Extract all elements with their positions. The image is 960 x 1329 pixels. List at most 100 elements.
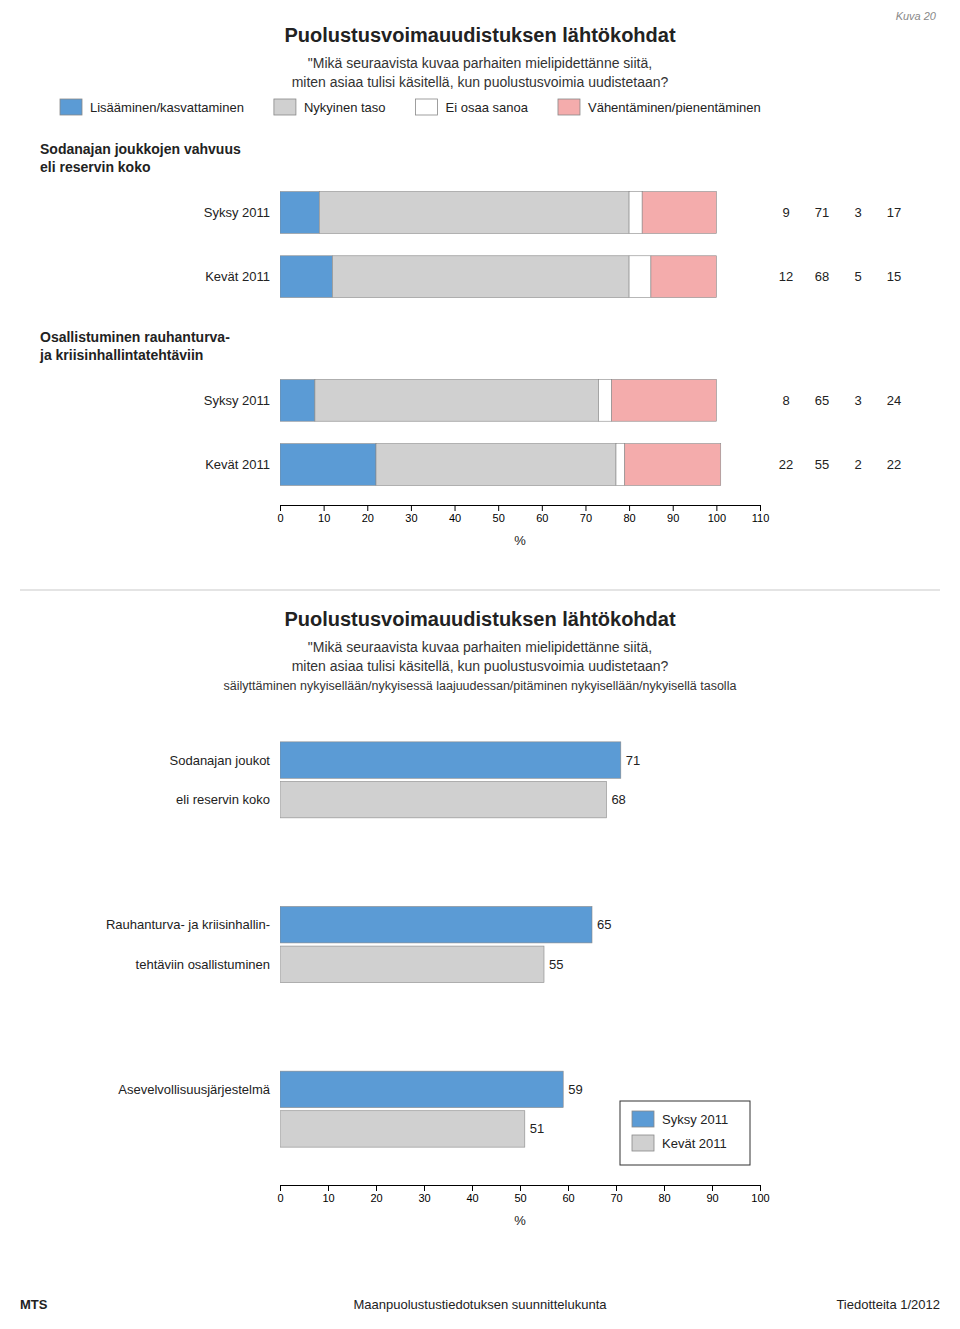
tick-label: 100 (708, 512, 726, 524)
bar-segment (629, 192, 642, 234)
bar-segment (280, 256, 332, 298)
bar (280, 907, 592, 943)
chart: Puolustusvoimauudistuksen lähtökohdat"Mi… (39, 10, 937, 548)
tick: 50 (493, 505, 505, 524)
bar-segment (625, 444, 721, 486)
tick-mark (411, 505, 412, 511)
tick: 80 (658, 1185, 670, 1204)
separator (20, 590, 940, 591)
tick-mark (280, 1185, 281, 1191)
data-label: 51 (530, 1121, 544, 1136)
data-label: 3 (854, 205, 861, 220)
bar (280, 946, 544, 982)
subtitle: säilyttäminen nykyisellään/nykyisessä la… (224, 679, 737, 693)
bar (280, 781, 606, 817)
tick-label: 50 (514, 1192, 526, 1204)
tick-label: 80 (623, 512, 635, 524)
bar-segment (315, 380, 599, 422)
tick-mark (455, 505, 456, 511)
tick-mark (616, 1185, 617, 1191)
tick-label: 20 (362, 512, 374, 524)
legend-swatch (274, 99, 296, 115)
axis-line (281, 506, 761, 512)
data-label: 2 (854, 457, 861, 472)
tick-label: 90 (706, 1192, 718, 1204)
x-axis: 0102030405060708090100110 (277, 505, 769, 524)
annotation: Kuva 20 (896, 10, 937, 22)
tick-label: 60 (562, 1192, 574, 1204)
category-label: Sodanajan joukot (170, 753, 271, 768)
series (315, 192, 629, 486)
labels: 716559685551Sodanajan joukoteli reservin… (106, 753, 640, 1137)
bar-segment (616, 444, 625, 486)
tick-label: 80 (658, 1192, 670, 1204)
axis-title: % (514, 1213, 526, 1228)
tick: 30 (418, 1185, 430, 1204)
tick: 60 (562, 1185, 574, 1204)
tick-label: 60 (536, 512, 548, 524)
tick: 100 (708, 505, 726, 524)
tick-mark (568, 1185, 569, 1191)
category-label: Asevelvollisuusjärjestelmä (118, 1082, 270, 1097)
annotation: Tiedotteita 1/2012 (836, 1297, 940, 1312)
legend-swatch (632, 1135, 654, 1151)
data-label: 71 (626, 753, 640, 768)
data-label: 65 (815, 393, 829, 408)
bar-segment (280, 444, 376, 486)
tick: 20 (370, 1185, 382, 1204)
tick-label: 40 (466, 1192, 478, 1204)
annotation: Maanpuolustustiedotuksen suunnittelukunt… (354, 1297, 608, 1312)
legend-swatch (416, 99, 438, 115)
tick: 50 (514, 1185, 526, 1204)
tick-mark (760, 1185, 761, 1191)
data-label: 17 (887, 205, 901, 220)
group-label: Sodanajan joukkojen vahvuus (40, 141, 241, 157)
tick-label: 90 (667, 512, 679, 524)
figure: Puolustusvoimauudistuksen lähtökohdat "Mi… (0, 0, 960, 1329)
bar (280, 1111, 525, 1147)
bar (280, 742, 621, 778)
data-label: 55 (549, 957, 563, 972)
tick: 10 (318, 505, 330, 524)
tick: 100 (751, 1185, 769, 1204)
data-label: 59 (568, 1082, 582, 1097)
legend-item: Ei osaa sanoa (416, 99, 529, 115)
tick: 30 (405, 505, 417, 524)
data-label: 5 (854, 269, 861, 284)
tick-mark (280, 505, 281, 511)
legend-swatch (632, 1111, 654, 1127)
category-label: tehtäviin osallistuminen (136, 957, 270, 972)
legend-swatch (558, 99, 580, 115)
series (280, 742, 621, 1108)
title: Puolustusvoimauudistuksen lähtökohdat (284, 608, 675, 630)
tick: 110 (752, 505, 770, 524)
tick-mark (760, 505, 761, 511)
tick: 0 (277, 505, 283, 524)
series (612, 192, 721, 486)
bar-segment (280, 192, 319, 234)
legend-swatch (60, 99, 82, 115)
category-label: eli reservin koko (176, 792, 270, 807)
category-label: Syksy 2011 (204, 205, 270, 220)
data-label: 22 (887, 457, 901, 472)
x-axis: 0102030405060708090100 (277, 1185, 769, 1204)
category-label: Kevät 2011 (205, 457, 270, 472)
subtitle: miten asiaa tulisi käsitellä, kun puolus… (292, 658, 669, 674)
series (599, 192, 651, 486)
subtitle: "Mikä seuraavista kuvaa parhaiten mielip… (308, 55, 652, 71)
tick-label: 50 (493, 512, 505, 524)
legend-label: Kevät 2011 (662, 1136, 727, 1151)
series (280, 192, 376, 486)
data-label: 22 (779, 457, 793, 472)
tick-mark (324, 505, 325, 511)
tick: 80 (623, 505, 635, 524)
tick-mark (367, 505, 368, 511)
bar-segment (280, 380, 315, 422)
bar (280, 1071, 563, 1107)
tick: 70 (580, 505, 592, 524)
tick-label: 10 (318, 512, 330, 524)
bar-segment (599, 380, 612, 422)
tick: 20 (362, 505, 374, 524)
plot-area (280, 192, 721, 486)
tick: 10 (322, 1185, 334, 1204)
